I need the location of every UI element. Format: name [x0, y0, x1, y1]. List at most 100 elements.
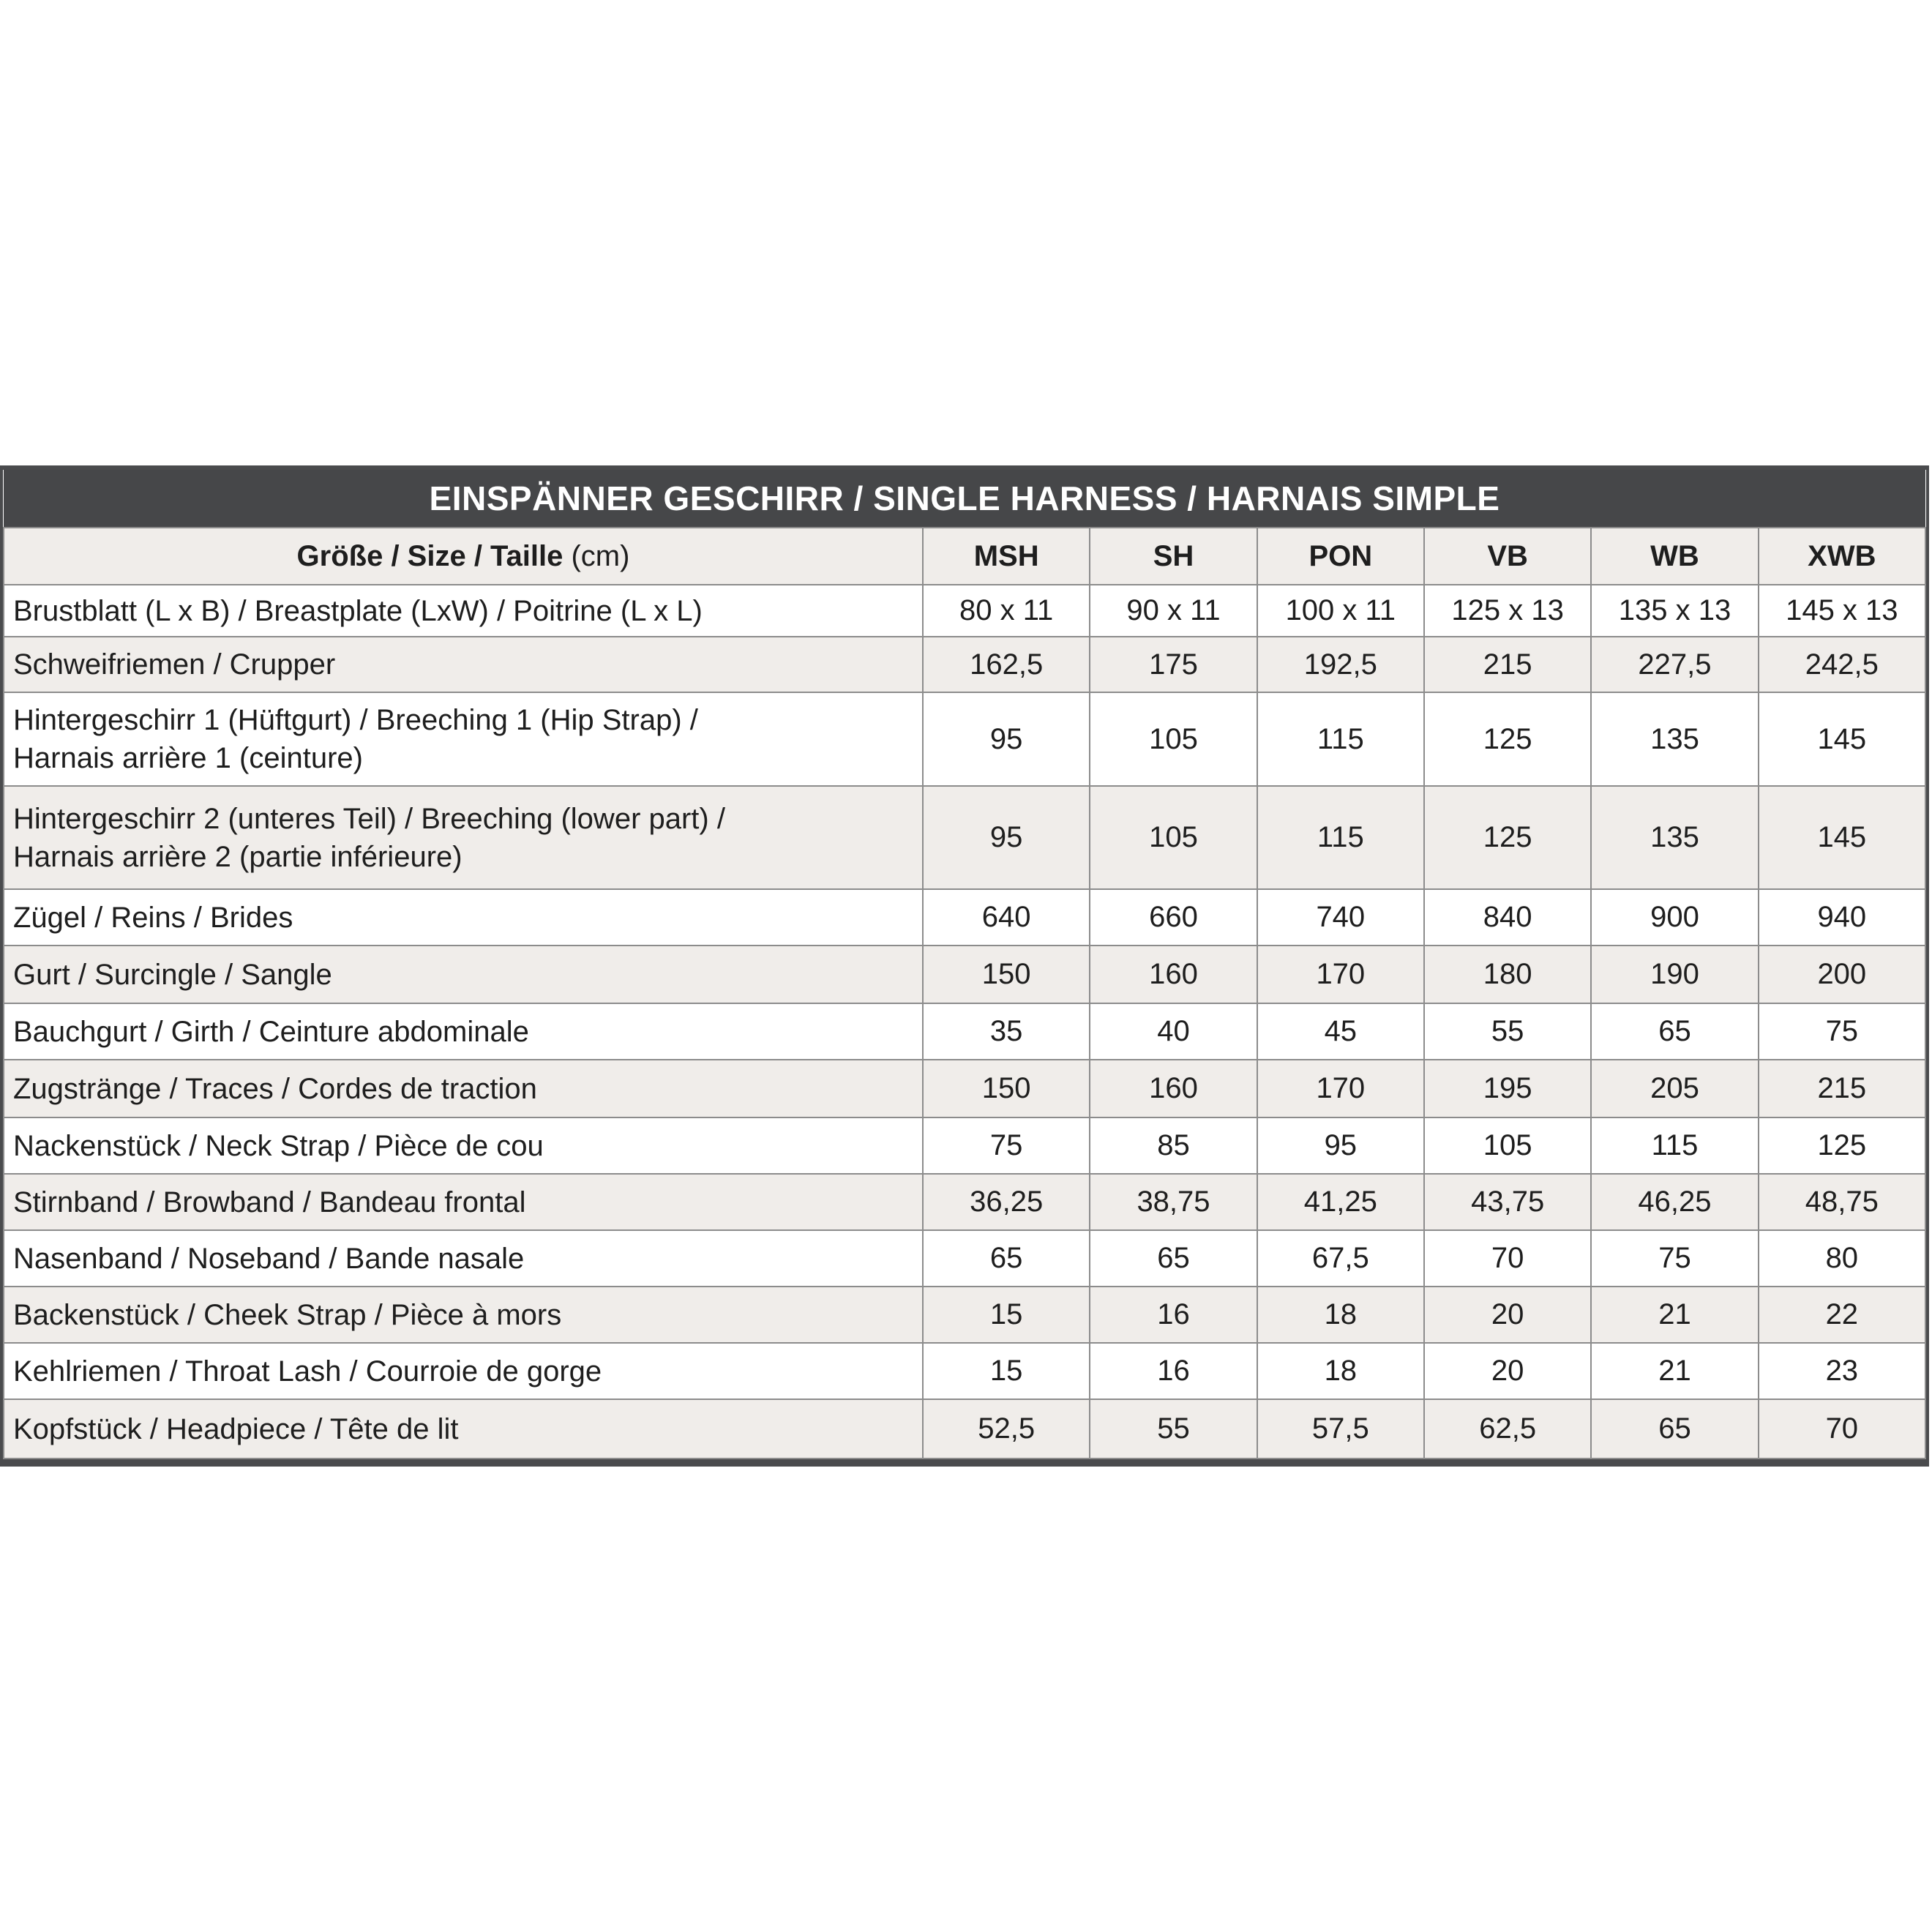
value-cell: 18 [1256, 1342, 1425, 1400]
value-cell: 145 x 13 [1757, 584, 1927, 637]
unit-label: (cm) [571, 539, 630, 572]
value-cell: 115 [1256, 692, 1425, 787]
value-cell: 125 x 13 [1423, 584, 1592, 637]
value-cell: 115 [1256, 785, 1425, 890]
table-row: Kehlriemen / Throat Lash / Courroie de g… [3, 1342, 1927, 1400]
table-title: EINSPÄNNER GESCHIRR / SINGLE HARNESS / H… [4, 470, 1925, 528]
value-cell: 20 [1423, 1286, 1592, 1344]
row-label-line: Bauchgurt / Girth / Ceinture abdominale [13, 1015, 529, 1048]
row-label: Kopfstück / Headpiece / Tête de lit [3, 1399, 924, 1459]
size-table: EINSPÄNNER GESCHIRR / SINGLE HARNESS / H… [3, 470, 1927, 1459]
row-label: Kehlriemen / Throat Lash / Courroie de g… [3, 1342, 924, 1400]
value-cell: 200 [1757, 945, 1927, 1004]
row-label-line: Kopfstück / Headpiece / Tête de lit [13, 1412, 459, 1445]
size-col-header: VB [1423, 527, 1592, 585]
row-label-line: Gurt / Surcingle / Sangle [13, 958, 332, 991]
value-cell: 125 [1423, 785, 1592, 890]
row-label-line: Zugstränge / Traces / Cordes de traction [13, 1072, 537, 1105]
value-cell: 62,5 [1423, 1399, 1592, 1459]
value-cell: 38,75 [1089, 1173, 1258, 1231]
value-cell: 180 [1423, 945, 1592, 1004]
value-cell: 660 [1089, 888, 1258, 946]
value-cell: 940 [1757, 888, 1927, 946]
value-cell: 90 x 11 [1089, 584, 1258, 637]
value-cell: 70 [1757, 1399, 1927, 1459]
value-cell: 15 [921, 1342, 1091, 1400]
row-label: Gurt / Surcingle / Sangle [3, 945, 924, 1004]
table-row: Stirnband / Browband / Bandeau frontal 36… [3, 1173, 1927, 1231]
table-row: Zugstränge / Traces / Cordes de traction… [3, 1059, 1927, 1118]
value-cell: 900 [1590, 888, 1759, 946]
value-cell: 215 [1423, 636, 1592, 693]
header-row: Größe / Size / Taille (cm) MSH SH PON VB… [3, 527, 1927, 585]
value-cell: 35 [921, 1003, 1091, 1060]
value-cell: 105 [1423, 1117, 1592, 1175]
value-cell: 145 [1757, 785, 1927, 890]
value-cell: 80 x 11 [921, 584, 1091, 637]
value-cell: 23 [1757, 1342, 1927, 1400]
size-col-header: XWB [1757, 527, 1927, 585]
row-label-line: Harnais arrière 1 (ceinture) [13, 742, 363, 774]
value-cell: 41,25 [1256, 1173, 1425, 1231]
table-row: Backenstück / Cheek Strap / Pièce à mors… [3, 1286, 1927, 1344]
value-cell: 242,5 [1757, 636, 1927, 693]
table-row: Nasenband / Noseband / Bande nasale 65 65 6… [3, 1229, 1927, 1287]
size-col-header: MSH [921, 527, 1091, 585]
table-row: Bauchgurt / Girth / Ceinture abdominale 3… [3, 1003, 1927, 1060]
value-cell: 227,5 [1590, 636, 1759, 693]
value-cell: 21 [1590, 1286, 1759, 1344]
value-cell: 150 [921, 1059, 1091, 1118]
row-label-line: Nackenstück / Neck Strap / Pièce de cou [13, 1129, 544, 1162]
row-label: Zugstränge / Traces / Cordes de traction [3, 1059, 924, 1118]
value-cell: 65 [921, 1229, 1091, 1287]
value-cell: 65 [1089, 1229, 1258, 1287]
table-row: Hintergeschirr 2 (unteres Teil) / Breech… [3, 785, 1927, 890]
value-cell: 95 [1256, 1117, 1425, 1175]
row-label: Nackenstück / Neck Strap / Pièce de cou [3, 1117, 924, 1175]
value-cell: 205 [1590, 1059, 1759, 1118]
size-chart: EINSPÄNNER GESCHIRR / SINGLE HARNESS / H… [0, 465, 1929, 1467]
row-label-line: Zügel / Reins / Brides [13, 901, 293, 934]
value-cell: 170 [1256, 945, 1425, 1004]
row-label: Zügel / Reins / Brides [3, 888, 924, 946]
table-row: Schweifriemen / Crupper 162,5 175 192,5 215 2… [3, 636, 1927, 693]
value-cell: 16 [1089, 1342, 1258, 1400]
value-cell: 75 [1757, 1003, 1927, 1060]
value-cell: 57,5 [1256, 1399, 1425, 1459]
value-cell: 95 [921, 692, 1091, 787]
value-cell: 115 [1590, 1117, 1759, 1175]
value-cell: 65 [1590, 1399, 1759, 1459]
value-cell: 75 [1590, 1229, 1759, 1287]
value-cell: 215 [1757, 1059, 1927, 1118]
row-label: Backenstück / Cheek Strap / Pièce à mors [3, 1286, 924, 1344]
value-cell: 70 [1423, 1229, 1592, 1287]
value-cell: 45 [1256, 1003, 1425, 1060]
row-label-line: Hintergeschirr 1 (Hüftgurt) / Breeching … [13, 704, 698, 736]
value-cell: 16 [1089, 1286, 1258, 1344]
value-cell: 160 [1089, 1059, 1258, 1118]
value-cell: 640 [921, 888, 1091, 946]
row-label-line: Brustblatt (L x B) / Breastplate (LxW) /… [13, 594, 703, 627]
row-label-line: Kehlriemen / Throat Lash / Courroie de g… [13, 1355, 602, 1388]
value-cell: 145 [1757, 692, 1927, 787]
size-label: Größe / Size / Taille [296, 539, 564, 572]
row-label: Hintergeschirr 1 (Hüftgurt) / Breeching … [3, 692, 924, 787]
size-col-header: WB [1590, 527, 1759, 585]
row-label-line: Nasenband / Noseband / Bande nasale [13, 1242, 525, 1275]
value-cell: 15 [921, 1286, 1091, 1344]
value-cell: 195 [1423, 1059, 1592, 1118]
value-cell: 175 [1089, 636, 1258, 693]
value-cell: 150 [921, 945, 1091, 1004]
value-cell: 75 [921, 1117, 1091, 1175]
table-row: Brustblatt (L x B) / Breastplate (LxW) /… [3, 584, 1927, 637]
value-cell: 135 [1590, 692, 1759, 787]
value-cell: 95 [921, 785, 1091, 890]
value-cell: 192,5 [1256, 636, 1425, 693]
value-cell: 18 [1256, 1286, 1425, 1344]
value-cell: 48,75 [1757, 1173, 1927, 1231]
table-row: Zügel / Reins / Brides 640 660 740 840 900 940 [3, 888, 1927, 946]
row-label: Schweifriemen / Crupper [3, 636, 924, 693]
row-label-line: Schweifriemen / Crupper [13, 648, 336, 681]
row-label-line: Stirnband / Browband / Bandeau frontal [13, 1186, 526, 1218]
row-label-line: Hintergeschirr 2 (unteres Teil) / Breech… [13, 802, 725, 835]
